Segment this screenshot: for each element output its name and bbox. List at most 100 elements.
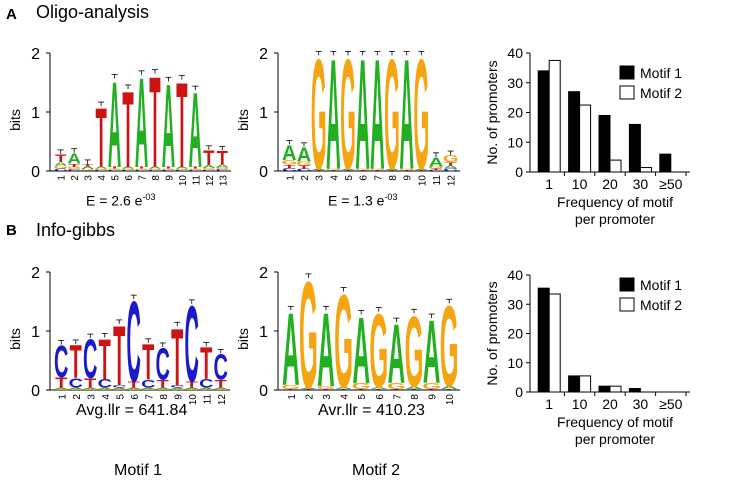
bar-motif-1 — [568, 91, 581, 173]
logo-letter-A: A — [297, 144, 312, 166]
legend-label: Motif 2 — [640, 297, 682, 313]
logo-letter-T: T — [55, 374, 67, 391]
footer-motif2-label: Motif 2 — [352, 462, 401, 479]
logo-letter-C: C — [399, 170, 414, 171]
logo-stat-oligo-motif1: E = 2.6 e-03 — [86, 192, 156, 209]
logo-y-tick-label: 2 — [259, 46, 268, 63]
logo-letter-G: G — [340, 26, 356, 203]
logo-letter-C: C — [282, 168, 297, 173]
logo-letter-T: T — [283, 164, 295, 169]
logo-letter-T: T — [149, 49, 160, 195]
logo-position-label: 5 — [115, 394, 126, 400]
chart-x-axis-title: Frequency of motif — [557, 414, 673, 430]
logo-letter-T: T — [215, 378, 227, 391]
logo-letter-T: T — [424, 389, 440, 390]
logo-letter-T: T — [442, 389, 458, 390]
logo-letter-A: A — [341, 168, 356, 170]
logo-letter-A: A — [440, 385, 458, 390]
logo-position-label: 4 — [340, 394, 351, 400]
logo-letter-C: C — [69, 376, 83, 391]
logo-letter-T: T — [128, 381, 141, 390]
logo-letter-T: T — [122, 71, 133, 191]
logo-position-label: 2 — [300, 175, 311, 181]
logo-letter-G: G — [215, 167, 229, 170]
logo-letter-C: C — [297, 168, 312, 172]
footer-motif1-label: Motif 1 — [114, 462, 163, 479]
chart-y-tick-label: 0 — [515, 384, 523, 400]
logo-letter-A: A — [385, 168, 400, 170]
logo-position-label: 9 — [173, 394, 184, 400]
logo-y-tick-label: 0 — [259, 164, 268, 181]
logo-letter-G: G — [148, 168, 162, 170]
logo-letter-G: G — [281, 159, 297, 166]
chart-x-tick-label: ≥50 — [659, 396, 682, 412]
logo-letter-C: C — [355, 170, 370, 171]
logo-position-label: 9 — [403, 175, 414, 181]
logo-y-tick-label: 1 — [31, 105, 40, 122]
logo-letter-A: A — [423, 301, 440, 402]
logo-letter-T: T — [109, 166, 120, 169]
logo-letter-A: A — [170, 387, 184, 389]
chart-x-tick-label: ≥50 — [659, 176, 682, 192]
bar-motif-1 — [537, 70, 550, 173]
logo-letter-G: G — [188, 168, 202, 170]
logo-position-label: 7 — [373, 175, 384, 181]
logo-letter-A: A — [370, 26, 385, 203]
bar-motif-2 — [609, 159, 622, 173]
logo-y-axis-title: bits — [235, 109, 251, 131]
logo-letter-C: C — [68, 169, 82, 172]
logo-position-label: 11 — [191, 175, 202, 186]
chart-y-tick-label: 20 — [507, 326, 523, 342]
logo-position-label: 8 — [410, 394, 421, 400]
sequence-logo-oligo_motif2: 012bitsCTGA1CTGA2CTAG3CTGA4CTAG5CTGA6CTG… — [235, 26, 460, 203]
logo-letter-T: T — [55, 152, 67, 165]
logo-y-axis-title: bits — [235, 328, 251, 350]
chart-x-tick-label: 1 — [545, 396, 553, 412]
logo-letter-A: A — [326, 26, 341, 203]
bar-motif-2 — [548, 59, 561, 173]
logo-letter-A: A — [185, 387, 199, 389]
logo-letter-A: A — [135, 52, 148, 195]
legend-swatch — [619, 297, 635, 312]
logo-letter-A: A — [121, 166, 135, 169]
logo-position-label: 8 — [159, 394, 170, 400]
logo-letter-A: A — [282, 291, 299, 407]
logo-letter-T: T — [327, 170, 340, 171]
chart-y-axis-title: No. of promoters — [484, 60, 500, 164]
logo-letter-T: T — [84, 376, 97, 391]
logo-y-tick-label: 0 — [259, 383, 268, 400]
logo-letter-G: G — [299, 251, 318, 421]
legend-swatch — [619, 65, 635, 80]
sequence-logo-gibbs_motif2: 012bitsCTGA1CTAG2CTGA3CTAG4CTGA5CTAG6CTG… — [235, 251, 460, 421]
logo-position-label: 1 — [285, 175, 296, 181]
logo-letter-T: T — [371, 389, 387, 390]
logo-letter-A: A — [108, 55, 121, 193]
logo-y-tick-label: 2 — [31, 46, 40, 63]
logo-letter-T: T — [336, 389, 352, 390]
logo-position-label: 12 — [447, 175, 458, 187]
logo-letter-A: A — [54, 161, 68, 166]
logo-y-tick-label: 1 — [259, 105, 268, 122]
logo-letter-A: A — [300, 387, 317, 389]
section-title-oligo-analysis: Oligo-analysis — [36, 2, 150, 22]
logo-letter-T: T — [190, 166, 201, 169]
sequence-logo-oligo_motif1: 012bitsCGAT1CGTA2CGAT3CGAT4CGTA5CGAT6CGT… — [7, 46, 231, 195]
logo-letter-T: T — [283, 389, 299, 390]
logo-letter-C: C — [385, 170, 400, 171]
logo-letter-C: C — [156, 339, 170, 389]
logo-letter-G: G — [141, 388, 157, 390]
logo-letter-A: A — [214, 387, 228, 389]
logo-y-tick-label: 2 — [259, 265, 268, 282]
logo-position-label: 1 — [57, 175, 68, 181]
logo-letter-A: A — [189, 72, 202, 190]
logo-letter-G: G — [399, 168, 415, 170]
logo-position-label: 6 — [124, 175, 135, 181]
logo-letter-G: G — [175, 168, 189, 170]
logo-position-label: 2 — [72, 394, 83, 400]
chart-x-tick-label: 30 — [633, 176, 649, 192]
bar-motif-1 — [598, 385, 611, 393]
logo-letter-G: G — [422, 382, 441, 391]
logo-letter-C: C — [175, 170, 189, 172]
logo-stat-gibbs-motif2: Avr.llr = 410.23 — [318, 402, 425, 419]
logo-letter-C: C — [317, 389, 334, 390]
